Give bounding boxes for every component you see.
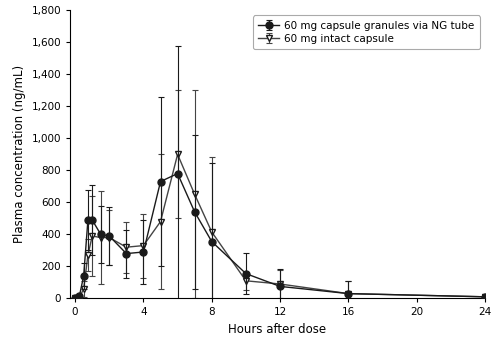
- X-axis label: Hours after dose: Hours after dose: [228, 323, 326, 336]
- Legend: 60 mg capsule granules via NG tube, 60 mg intact capsule: 60 mg capsule granules via NG tube, 60 m…: [253, 15, 480, 49]
- Y-axis label: Plasma concentration (ng/mL): Plasma concentration (ng/mL): [13, 65, 26, 244]
